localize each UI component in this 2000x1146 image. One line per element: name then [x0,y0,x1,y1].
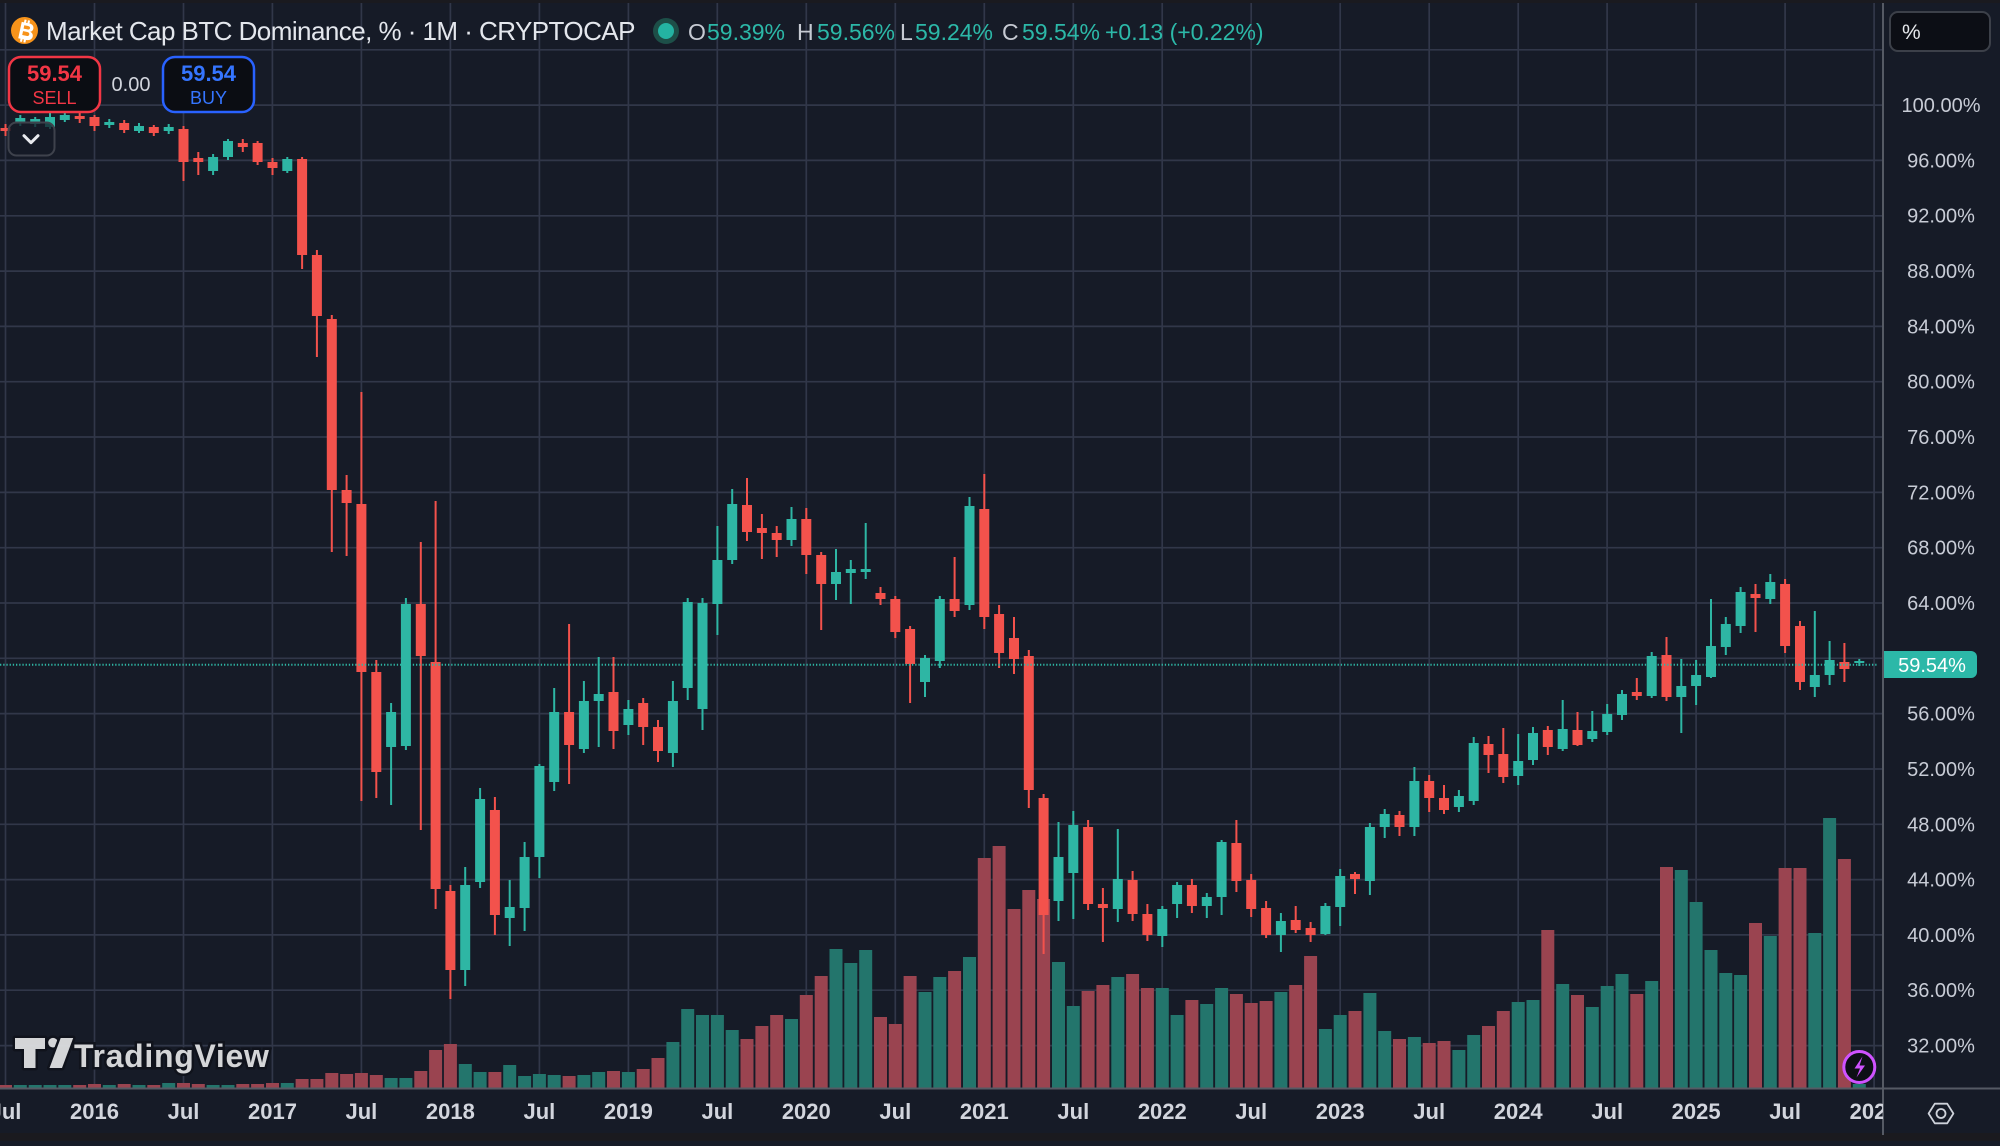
svg-text:H: H [797,19,814,45]
svg-text:2023: 2023 [1316,1099,1365,1124]
svg-text:Jul: Jul [1057,1099,1089,1124]
svg-text:Jul: Jul [346,1099,378,1124]
svg-text:59.54%: 59.54% [1898,655,1966,677]
svg-text:0.00: 0.00 [112,74,151,96]
svg-text:L: L [900,19,913,45]
svg-text:O: O [688,19,706,45]
svg-text:56.00%: 56.00% [1907,704,1975,726]
svg-text:40.00%: 40.00% [1907,925,1975,947]
svg-text:59.24%: 59.24% [915,19,993,45]
svg-text:Jul: Jul [1235,1099,1267,1124]
svg-text:2019: 2019 [604,1099,653,1124]
svg-text:Market Cap BTC Dominance, % ·: Market Cap BTC Dominance, % · 1M · CRYPT… [46,16,635,46]
svg-text:TradingView: TradingView [74,1038,270,1074]
svg-text:64.00%: 64.00% [1907,593,1975,615]
svg-text:52.00%: 52.00% [1907,759,1975,781]
svg-text:%: % [1902,21,1921,44]
svg-text:88.00%: 88.00% [1907,261,1975,283]
svg-text:2017: 2017 [248,1099,297,1124]
svg-text:2020: 2020 [782,1099,831,1124]
svg-text:Jul: Jul [524,1099,556,1124]
svg-text:2025: 2025 [1672,1099,1721,1124]
svg-text:Jul: Jul [168,1099,200,1124]
svg-text:72.00%: 72.00% [1907,482,1975,504]
svg-text:36.00%: 36.00% [1907,980,1975,1002]
svg-text:68.00%: 68.00% [1907,538,1975,560]
svg-text:Jul: Jul [1591,1099,1623,1124]
svg-text:BUY: BUY [190,88,227,108]
svg-text:2022: 2022 [1138,1099,1187,1124]
svg-text:80.00%: 80.00% [1907,372,1975,394]
svg-text:59.56%: 59.56% [817,19,895,45]
svg-text:2021: 2021 [960,1099,1009,1124]
svg-text:92.00%: 92.00% [1907,206,1975,228]
svg-text:59.54: 59.54 [181,61,237,86]
svg-text:Jul: Jul [1413,1099,1445,1124]
svg-text:+0.13 (+0.22%): +0.13 (+0.22%) [1105,19,1264,45]
svg-text:76.00%: 76.00% [1907,427,1975,449]
svg-text:32.00%: 32.00% [1907,1036,1975,1058]
svg-text:2024: 2024 [1494,1099,1544,1124]
svg-text:Jul: Jul [1769,1099,1801,1124]
svg-text:C: C [1002,19,1019,45]
svg-text:59.39%: 59.39% [707,19,785,45]
svg-text:96.00%: 96.00% [1907,150,1975,172]
svg-text:2018: 2018 [426,1099,475,1124]
svg-text:Jul: Jul [0,1099,21,1124]
svg-text:59.54: 59.54 [27,61,83,86]
svg-text:48.00%: 48.00% [1907,814,1975,836]
svg-text:Jul: Jul [702,1099,734,1124]
svg-text:59.54%: 59.54% [1022,19,1100,45]
svg-text:2026: 2026 [1850,1099,1899,1124]
svg-text:84.00%: 84.00% [1907,316,1975,338]
svg-text:Jul: Jul [879,1099,911,1124]
svg-text:SELL: SELL [32,88,76,108]
svg-text:44.00%: 44.00% [1907,870,1975,892]
svg-text:2016: 2016 [70,1099,119,1124]
svg-text:100.00%: 100.00% [1902,95,1981,117]
